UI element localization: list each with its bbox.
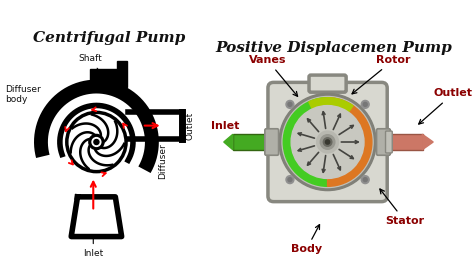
- Text: Outlet: Outlet: [185, 112, 194, 140]
- Text: Inlet: Inlet: [83, 236, 103, 258]
- Text: Shaft: Shaft: [78, 54, 102, 73]
- Circle shape: [282, 96, 373, 188]
- Text: Diffuser: Diffuser: [158, 143, 167, 179]
- Text: Stator: Stator: [380, 189, 424, 226]
- Circle shape: [361, 100, 369, 108]
- Bar: [389, 134, 423, 150]
- Circle shape: [288, 178, 292, 182]
- FancyBboxPatch shape: [268, 82, 387, 202]
- Circle shape: [92, 138, 101, 146]
- Circle shape: [363, 178, 367, 182]
- Circle shape: [89, 134, 104, 150]
- Polygon shape: [90, 61, 127, 86]
- Circle shape: [323, 138, 332, 146]
- Text: Body: Body: [291, 225, 322, 255]
- Circle shape: [286, 100, 294, 108]
- Wedge shape: [283, 98, 328, 186]
- Polygon shape: [71, 197, 122, 237]
- Text: Diffuser
body: Diffuser body: [5, 85, 50, 112]
- Text: Rotor: Rotor: [352, 55, 410, 94]
- FancyBboxPatch shape: [309, 75, 346, 92]
- Circle shape: [286, 176, 294, 184]
- Circle shape: [326, 140, 330, 144]
- Text: Vanes: Vanes: [249, 55, 298, 96]
- Text: Positive Displacemen Pump: Positive Displacemen Pump: [215, 41, 452, 55]
- Circle shape: [320, 135, 335, 149]
- FancyBboxPatch shape: [376, 129, 390, 155]
- Polygon shape: [224, 134, 233, 150]
- Wedge shape: [328, 98, 372, 186]
- Circle shape: [279, 93, 376, 191]
- Bar: [233, 134, 273, 150]
- Circle shape: [317, 131, 338, 153]
- Text: Inlet: Inlet: [211, 121, 239, 131]
- Circle shape: [288, 102, 292, 106]
- Polygon shape: [422, 134, 433, 150]
- Text: Outlet: Outlet: [419, 89, 473, 124]
- Polygon shape: [128, 112, 182, 139]
- Circle shape: [94, 140, 99, 144]
- FancyBboxPatch shape: [265, 129, 279, 155]
- Text: Centrifugal Pump: Centrifugal Pump: [33, 31, 185, 45]
- Wedge shape: [309, 98, 353, 142]
- Circle shape: [361, 176, 369, 184]
- FancyBboxPatch shape: [385, 131, 392, 153]
- Circle shape: [363, 102, 367, 106]
- Circle shape: [291, 106, 364, 178]
